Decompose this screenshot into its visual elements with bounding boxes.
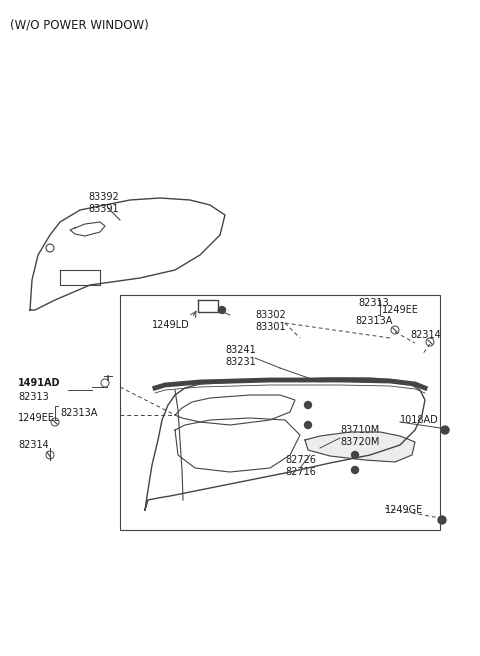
Text: (W/O POWER WINDOW): (W/O POWER WINDOW) [10,18,149,31]
Text: 82726
82716: 82726 82716 [285,455,316,478]
Circle shape [218,306,226,314]
Circle shape [438,516,446,524]
Text: 1018AD: 1018AD [400,415,439,425]
Text: 83392
83391: 83392 83391 [88,192,119,215]
Text: 83710M
83720M: 83710M 83720M [340,425,379,447]
Text: 82313A: 82313A [355,316,392,326]
Text: 83302
83301: 83302 83301 [255,310,286,333]
Circle shape [304,422,312,428]
Text: 83241
83231: 83241 83231 [225,345,256,367]
Text: 82313: 82313 [18,392,49,402]
Circle shape [351,466,359,474]
Text: 82314: 82314 [18,440,49,450]
Text: 82313: 82313 [358,298,389,308]
Text: 1249EE: 1249EE [382,305,419,315]
Circle shape [351,451,359,459]
Text: 82314: 82314 [410,330,441,340]
Text: 1249EE: 1249EE [18,413,55,423]
Circle shape [441,426,449,434]
Text: 1491AD: 1491AD [18,378,60,388]
Text: 82313A: 82313A [60,408,97,418]
Text: 1249GE: 1249GE [385,505,423,515]
Circle shape [304,401,312,409]
Bar [120,295,440,530]
Text: 1249LD: 1249LD [152,320,190,330]
Polygon shape [305,432,415,462]
